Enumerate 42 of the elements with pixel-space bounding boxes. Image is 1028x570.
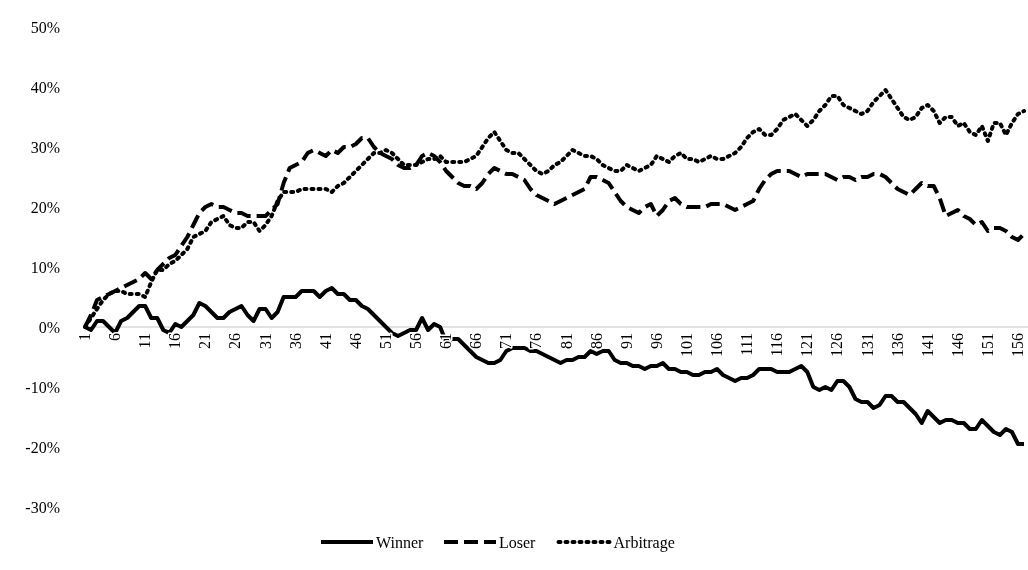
x-tick-label: 156 <box>1008 333 1026 357</box>
y-tick-label: -10% <box>25 378 60 396</box>
x-tick-label: 106 <box>708 333 726 357</box>
x-tick-label: 126 <box>828 333 846 357</box>
x-tick-label: 46 <box>346 333 364 349</box>
y-tick-label: 0% <box>38 318 60 336</box>
legend-label: Arbitrage <box>613 533 675 552</box>
x-tick-label: 111 <box>738 333 756 356</box>
x-tick-label: 101 <box>677 333 695 357</box>
x-tick-label: 21 <box>196 333 214 349</box>
y-tick-label: -20% <box>25 438 60 456</box>
y-tick-label: 10% <box>30 258 60 276</box>
x-tick-label: 146 <box>948 333 966 357</box>
y-tick-label: -30% <box>25 498 60 516</box>
legend-label: Loser <box>499 533 537 551</box>
x-tick-label: 11 <box>136 333 154 349</box>
y-tick-label: 50% <box>30 18 60 36</box>
x-tick-label: 136 <box>888 333 906 357</box>
x-tick-label: 26 <box>226 333 244 349</box>
y-tick-label: 40% <box>30 78 60 96</box>
x-tick-label: 56 <box>407 333 425 349</box>
x-tick-label: 31 <box>256 333 274 349</box>
x-tick-label: 116 <box>768 333 786 357</box>
x-tick-label: 41 <box>316 333 334 349</box>
x-tick-label: 76 <box>527 333 545 349</box>
x-tick-label: 51 <box>376 333 394 349</box>
x-tick-label: 96 <box>647 333 665 349</box>
y-tick-label: 20% <box>30 198 60 216</box>
x-tick-label: 36 <box>286 333 304 349</box>
x-tick-label: 81 <box>557 333 575 349</box>
x-tick-label: 1 <box>76 333 93 341</box>
x-tick-label: 16 <box>166 333 184 349</box>
x-tick-label: 91 <box>617 333 635 349</box>
y-tick-label: 30% <box>30 138 60 156</box>
x-tick-label: 131 <box>858 333 876 357</box>
x-tick-label: 71 <box>497 333 515 349</box>
x-tick-label: 86 <box>587 333 605 349</box>
x-tick-label: 151 <box>978 333 996 357</box>
legend-label: Winner <box>376 533 425 551</box>
x-tick-label: 121 <box>798 333 816 357</box>
x-tick-label: 66 <box>467 333 485 349</box>
x-tick-label: 141 <box>918 333 936 357</box>
